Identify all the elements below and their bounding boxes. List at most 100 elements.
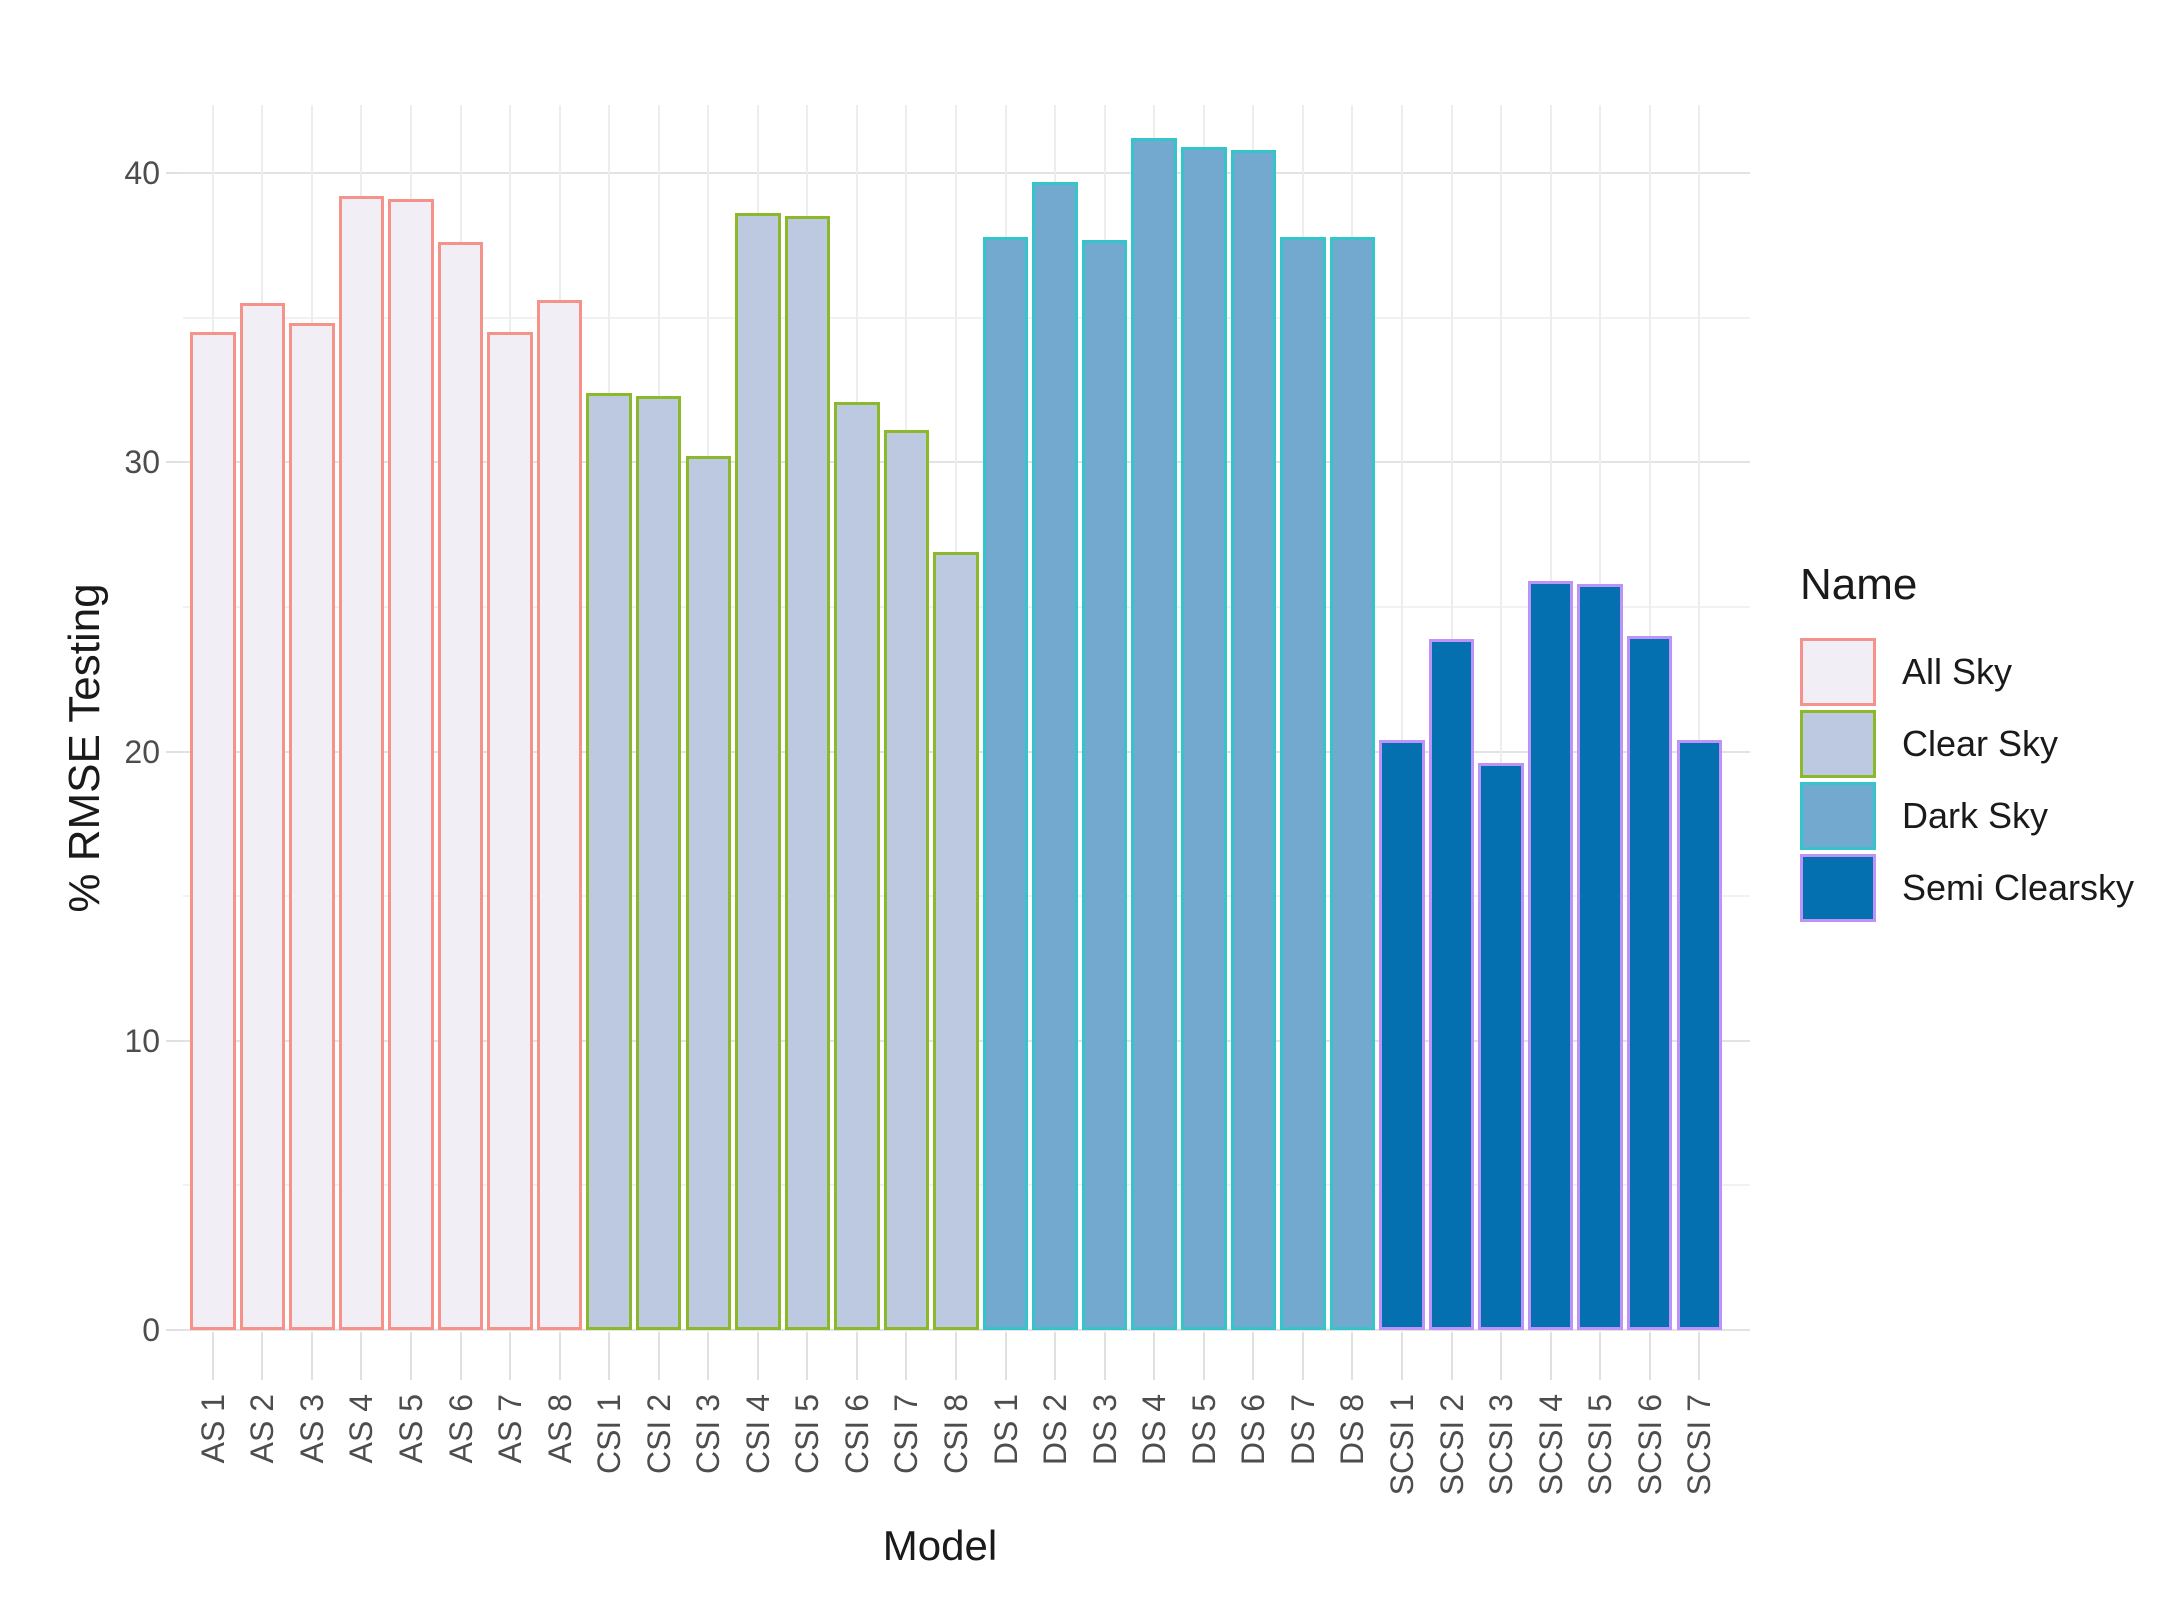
y-tick-label-40: 40 [124,155,160,191]
legend-item-dark-sky: Dark Sky [1800,782,2134,850]
x-axis-tick [1004,1333,1007,1380]
x-axis-tick [1202,1333,1205,1380]
y-axis-title: % RMSE Testing [60,583,109,913]
x-tick-label-as-8: AS 8 [541,1394,578,1464]
legend-item-clear-sky: Clear Sky [1800,710,2134,778]
x-tick-label-ds-5: DS 5 [1185,1394,1222,1466]
y-tick-label-0: 0 [142,1312,160,1348]
bar-as-7 [487,332,533,1330]
legend-title: Name [1800,560,1918,609]
bar-as-6 [437,242,484,1330]
x-axis-tick [1301,1333,1304,1380]
x-tick-label-as-5: AS 5 [392,1394,429,1464]
bar-scsi-4 [1527,580,1574,1330]
y-tick-label-10: 10 [124,1022,160,1059]
h-gridline-major [183,1329,1750,1331]
x-tick-label-csi-8: CSI 8 [938,1394,974,1475]
bar-as-2 [239,303,286,1330]
x-tick-label-ds-1: DS 1 [987,1394,1024,1466]
x-axis-title: Model [882,1522,998,1569]
bar-csi-5 [784,216,831,1330]
x-tick-label-csi-3: CSI 3 [690,1394,727,1475]
x-axis-tick [409,1333,412,1380]
x-tick-label-ds-8: DS 8 [1334,1394,1371,1466]
bar-ds-1 [982,236,1029,1330]
legend-label: Dark Sky [1902,795,2049,836]
x-tick-label-scsi-3: SCSI 3 [1483,1394,1520,1496]
x-tick-label-ds-6: DS 6 [1235,1394,1272,1466]
y-tick-label-30: 30 [124,444,160,481]
bar-scsi-6 [1626,635,1673,1330]
bar-csi-2 [635,395,682,1330]
x-axis-tick [1351,1333,1354,1380]
y-axis-tick [166,1329,183,1331]
y-tick-label-20: 20 [124,733,160,770]
bar-csi-8 [933,551,979,1330]
x-axis-tick [955,1333,957,1380]
x-tick-label-csi-6: CSI 6 [838,1394,875,1475]
x-axis-tick [1549,1333,1552,1380]
legend-swatch-semi-clearsky [1800,854,1876,922]
x-axis-tick [756,1333,759,1380]
h-gridline-minor [183,316,1750,319]
h-gridline-major [183,172,1750,174]
x-axis-tick [657,1333,660,1380]
x-tick-label-scsi-1: SCSI 1 [1383,1394,1420,1496]
bar-scsi-3 [1478,763,1524,1330]
legend-label: Clear Sky [1902,723,2059,764]
x-tick-label-as-6: AS 6 [442,1394,479,1464]
x-axis-tick [1648,1333,1651,1380]
h-gridline-major [183,461,1750,464]
x-tick-label-scsi-2: SCSI 2 [1433,1394,1470,1496]
x-axis-tick [806,1333,809,1380]
x-tick-label-scsi-7: SCSI 7 [1681,1394,1718,1496]
legend-items: All Sky Clear Sky Dark Sky Semi Clearsky [1800,638,2134,922]
bar-ds-4 [1131,138,1177,1330]
bar-scsi-7 [1676,739,1722,1330]
x-axis-tick [905,1333,908,1380]
x-tick-label-ds-4: DS 4 [1136,1394,1173,1466]
x-tick-label-as-7: AS 7 [492,1394,529,1464]
bar-as-4 [338,196,385,1330]
legend-item-semi-clearsky: Semi Clearsky [1800,854,2134,922]
bar-ds-6 [1230,149,1277,1330]
y-axis-tick [166,1039,183,1042]
legend-item-all-sky: All Sky [1800,638,2134,706]
x-tick-label-ds-7: DS 7 [1284,1394,1321,1466]
bar-scsi-1 [1379,739,1425,1330]
x-axis-tick [509,1333,512,1380]
x-tick-label-as-2: AS 2 [244,1394,281,1464]
bar-ds-3 [1081,239,1128,1330]
bar-as-5 [388,199,434,1330]
x-axis-tick [1698,1333,1701,1380]
legend-swatch-all-sky [1800,638,1876,706]
bar-ds-5 [1181,146,1227,1330]
bar-csi-3 [685,456,731,1330]
legend-swatch-clear-sky [1800,710,1876,778]
x-tick-label-csi-2: CSI 2 [640,1394,677,1475]
y-axis-tick [166,172,183,174]
x-tick-label-csi-1: CSI 1 [591,1394,628,1475]
x-axis-tick [558,1333,561,1380]
x-axis-tick [1103,1333,1106,1380]
x-tick-label-ds-3: DS 3 [1086,1394,1123,1466]
v-gridline [1400,105,1403,1333]
bar-scsi-2 [1428,638,1475,1330]
x-tick-label-as-1: AS 1 [194,1394,231,1464]
x-axis-tick [855,1333,858,1380]
y-axis-tick [166,461,183,464]
bar-as-3 [289,323,335,1330]
v-gridline [1698,105,1701,1333]
bar-csi-7 [883,430,930,1330]
x-tick-label-csi-4: CSI 4 [739,1394,776,1475]
x-tick-label-csi-5: CSI 5 [789,1394,826,1475]
x-axis-tick [211,1333,214,1380]
x-tick-label-scsi-5: SCSI 5 [1582,1394,1619,1496]
x-tick-label-as-4: AS 4 [343,1394,380,1464]
x-tick-label-as-3: AS 3 [293,1394,330,1464]
bar-csi-4 [735,213,781,1330]
bar-csi-1 [586,392,632,1330]
x-tick-label-ds-2: DS 2 [1037,1394,1074,1466]
x-axis-tick [310,1333,313,1380]
